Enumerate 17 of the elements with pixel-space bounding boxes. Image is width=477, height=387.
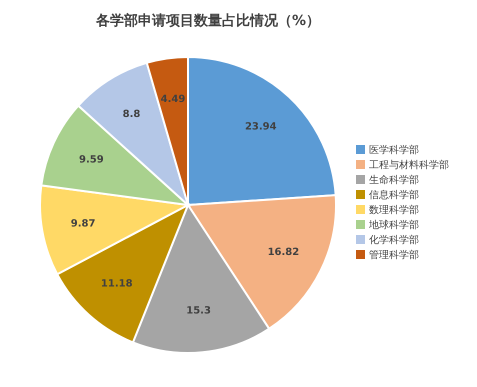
data-label: 9.87: [70, 218, 96, 230]
legend-label: 地球科学部: [369, 220, 419, 230]
data-label: 9.59: [78, 154, 104, 166]
legend-label: 生命科学部: [369, 174, 419, 186]
chart-title: 各学部申请项目数量占比情况（%）: [94, 12, 322, 30]
data-label: 23.94: [244, 122, 277, 133]
data-label: 4.49: [160, 94, 186, 105]
legend-label: 信息科学部: [369, 190, 419, 200]
data-label: 16.82: [268, 247, 300, 258]
data-label: 15.3: [186, 306, 211, 317]
legend-label: 管理科学部: [369, 250, 419, 260]
legend-label: 工程与材料科学部: [369, 160, 449, 170]
legend-label: 数理科学部: [369, 204, 419, 216]
legend-label: 化学科学部: [369, 234, 419, 246]
data-label: 11.18: [100, 278, 133, 290]
data-label: 8.8: [122, 109, 140, 120]
legend-label: 医学科学部: [369, 144, 419, 156]
